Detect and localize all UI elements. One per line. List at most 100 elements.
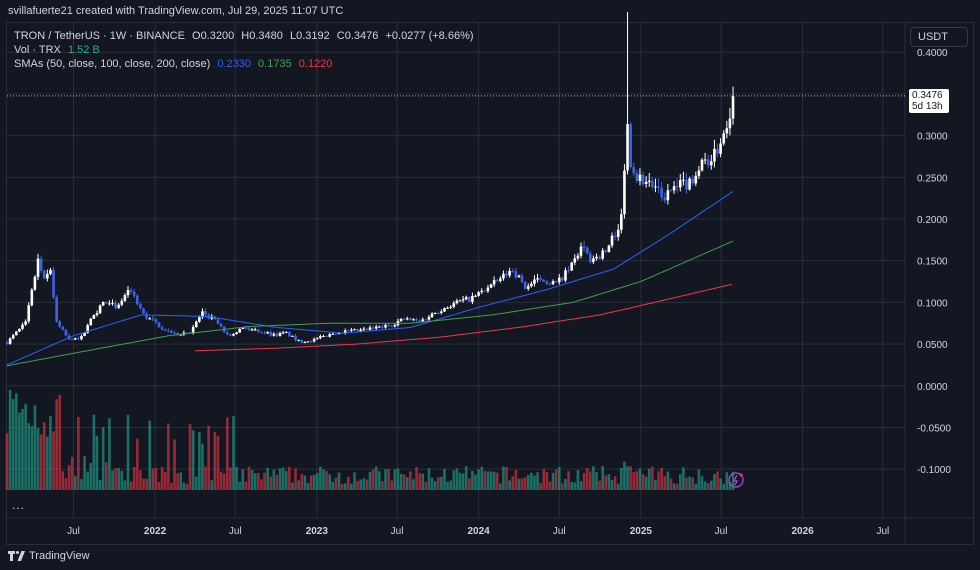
volume-bar [269,476,273,490]
volume-bar [46,436,49,490]
x-tick-label: 2024 [467,526,490,537]
symbol-label[interactable]: TRON / TetherUS · 1W · BINANCE [14,30,185,42]
volume-bar [685,477,688,490]
candle [626,124,629,171]
candle [706,159,710,166]
volume-bar [446,481,449,490]
candle [629,124,632,168]
currency-button[interactable]: USDT [910,27,968,47]
candle [303,342,307,344]
candle [176,332,179,335]
volume-bar [682,467,685,490]
volume-bar [297,480,300,490]
volume-bar [337,472,341,490]
candle [393,325,397,327]
volume-bar [191,430,195,490]
volume-bar [443,468,446,490]
candle [157,322,161,328]
candle [672,186,676,191]
volume-bar [517,478,521,490]
volume-bar [39,434,43,490]
last-price-value: 0.3476 [912,89,943,101]
candle [613,235,617,237]
volume-label: Vol · TRX [14,44,61,56]
volume-bar [598,480,601,490]
volume-bar [70,456,74,490]
volume-bar [402,474,406,490]
candle [151,318,155,320]
volume-bar [331,481,335,490]
volume-bar [567,471,570,490]
volume-bar [480,466,484,490]
candle [167,330,170,332]
candle [114,302,117,308]
legend-volume[interactable]: Vol · TRX 1.52 B [14,44,100,56]
open-value: 0.3200 [200,30,235,42]
candle [502,273,505,279]
volume-bar [58,394,62,490]
volume-bar [95,436,99,490]
candle [18,328,21,332]
volume-bar [399,473,403,490]
y-tick-label: -0.0500 [917,423,951,434]
candle [219,323,223,327]
volume-bar [461,473,465,490]
candle [685,179,688,190]
volume-bar [322,469,325,490]
volume-bar [49,416,52,490]
volume-bar [207,425,210,490]
candle [427,316,431,320]
volume-bar [132,466,136,490]
candle [415,319,418,321]
more-options-button[interactable]: ... [12,498,26,512]
candle [95,313,99,315]
sma-line-200 [194,283,732,352]
candle [260,332,263,334]
candle [440,311,443,314]
volume-bar [229,467,232,490]
x-tick-label: 2026 [791,526,814,537]
candle [595,256,598,259]
candle [238,328,241,333]
sma-line-100 [6,240,734,367]
volume-bar [393,469,397,490]
candle [576,255,580,259]
volume-bar [291,482,294,490]
candle [489,284,493,288]
candle [710,161,713,166]
candle [235,332,238,335]
volume-bar [92,414,96,490]
volume-bar [5,433,9,490]
candle [225,332,229,335]
open-label: O [192,30,201,42]
volume-bar [579,481,583,490]
volume-bar [421,473,425,490]
volume-bar [467,478,471,490]
volume-bar [418,473,421,490]
volume-bar [86,471,89,490]
candle [266,332,269,334]
volume-bar [170,482,173,490]
candle [585,247,589,254]
legend-smas[interactable]: SMAs (50, close, 100, close, 200, close)… [14,58,332,70]
candle [126,290,130,296]
volume-bar [247,466,251,490]
volume-bar [73,475,77,490]
candle [201,311,204,318]
candle [297,340,300,342]
candle [61,326,65,330]
candle [514,271,518,278]
candle [173,332,176,334]
volume-bar [545,472,549,490]
candle [638,174,642,182]
y-tick-label: 0.2000 [917,215,948,226]
volume-bar [424,481,428,490]
volume-bar [616,483,620,490]
volume-bar [325,470,328,490]
candle [319,336,322,339]
volume-value: 1.52 B [67,44,100,56]
volume-bar [288,466,291,490]
candle [567,270,570,272]
candle [458,300,462,302]
